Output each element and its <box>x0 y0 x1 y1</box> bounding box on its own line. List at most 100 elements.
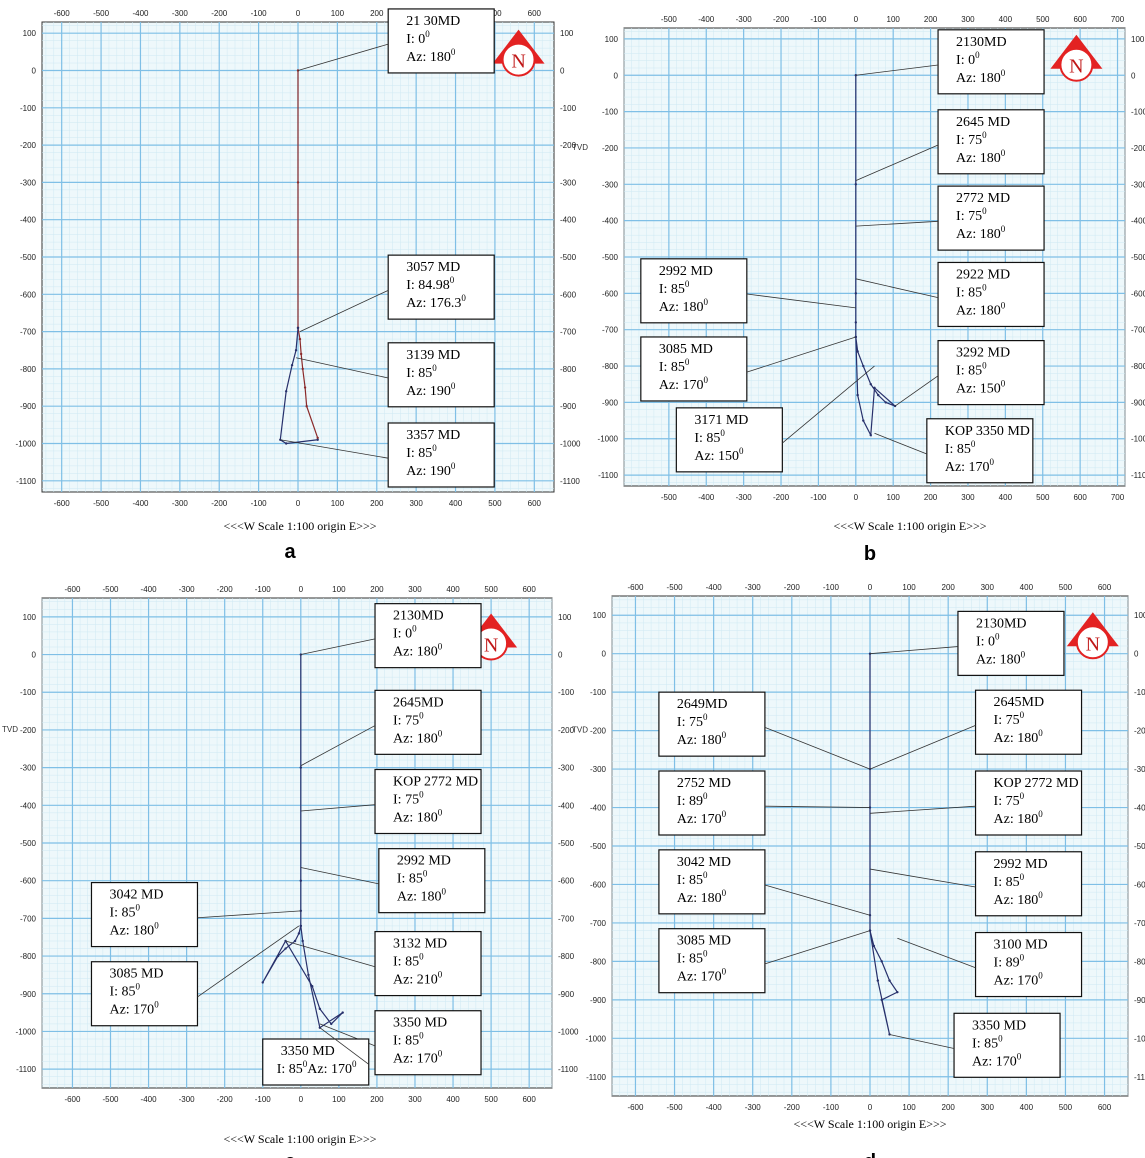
annotation-leader <box>855 64 939 76</box>
annotation-box: 3085 MDI: 850Az: 1700 <box>90 925 300 1027</box>
x-tick-label-top: -200 <box>784 583 801 592</box>
annotation-box: 3085 MDI: 850Az: 1700 <box>658 928 871 994</box>
annotation-md: 3171 MD <box>694 413 748 428</box>
y-tick-label-left: -400 <box>590 804 607 813</box>
annotation-inclination: I: 750 <box>677 712 708 730</box>
annotation-inclination: I: 00 <box>393 624 417 642</box>
y-tick-label-right: -300 <box>1134 765 1145 774</box>
x-tick-label-top: 200 <box>942 583 956 592</box>
x-tick-label-top: 600 <box>1098 583 1112 592</box>
annotation-box: 3350 MDI: 850Az: 1700 <box>889 1012 1061 1078</box>
y-tick-label-right: -900 <box>1131 398 1145 407</box>
x-tick-label-top: 300 <box>408 585 422 594</box>
well-path-point <box>318 1007 322 1011</box>
annotation-frame <box>90 881 199 948</box>
x-tick-label-bottom: 200 <box>370 1095 384 1104</box>
x-tick-label-top: 500 <box>1059 583 1073 592</box>
x-tick-label-top: -100 <box>823 583 840 592</box>
annotation-frame <box>387 8 495 74</box>
annotation-md: 2772 MD <box>956 191 1010 206</box>
annotation-md: 3139 MD <box>406 348 460 363</box>
well-path-point <box>869 383 872 386</box>
well-path-point <box>316 438 319 441</box>
y-tick-label-left: -900 <box>20 402 37 411</box>
y-tick-label-left: 100 <box>593 611 607 620</box>
well-path-point <box>299 909 303 913</box>
annotation-frame <box>387 422 495 488</box>
y-tick-label-left: -300 <box>590 765 607 774</box>
x-tick-label-top: 300 <box>981 583 995 592</box>
annotation-azimuth: Az: 1800 <box>659 297 709 315</box>
annotation-inclination: I: 750 <box>393 710 424 728</box>
y-tick-label-right: -400 <box>1131 217 1145 226</box>
annotation-md: 3350 MD <box>972 1018 1026 1033</box>
x-tick-label-top: 600 <box>522 585 536 594</box>
x-tick-label-bottom: -300 <box>745 1103 762 1112</box>
annotation-azimuth: Az: 1700 <box>109 1000 159 1018</box>
y-tick-label-right: -200 <box>558 726 575 735</box>
annotation-md: 2992 MD <box>397 854 451 869</box>
x-tick-label-top: 200 <box>924 15 938 24</box>
annotation-frame <box>974 689 1083 755</box>
x-tick-label-bottom: 300 <box>408 1095 422 1104</box>
y-tick-label-left: 0 <box>602 650 607 659</box>
well-path-point <box>869 433 872 437</box>
annotation-azimuth: Az: 1900 <box>406 381 456 399</box>
well-path-point <box>854 292 858 295</box>
annotation-box: KOP 3350 MDI: 850Az: 1700 <box>874 418 1034 484</box>
x-tick-label-top: -400 <box>698 15 715 24</box>
well-path-point <box>307 973 310 977</box>
annotation-frame <box>974 931 1083 998</box>
annotation-inclination: I: 850 <box>956 282 987 300</box>
y-tick-label-left: -200 <box>602 144 619 153</box>
x-tick-label-top: 100 <box>332 585 346 594</box>
annotation-frame <box>937 29 1045 95</box>
x-tick-label-bottom: 500 <box>488 499 502 508</box>
annotation-azimuth: Az: 1700 <box>945 457 995 475</box>
annotation-md: 2645MD <box>994 695 1045 710</box>
y-tick-label-right: 100 <box>1134 611 1145 620</box>
annotation-md: 3350 MD <box>393 1016 447 1031</box>
panel-label: d <box>864 1151 876 1158</box>
x-tick-label-top: 200 <box>370 9 384 18</box>
x-tick-label-top: -500 <box>661 15 678 24</box>
annotation-azimuth: Az: 1800 <box>397 887 447 905</box>
x-axis-caption: <<<W Scale 1:100 origin E>>> <box>223 519 376 533</box>
annotation-box: 3350 MDI: 850Az: 1700 <box>319 1010 482 1076</box>
y-tick-label-right: 0 <box>1134 650 1139 659</box>
annotation-inclination: I: 850 <box>393 1031 424 1049</box>
annotation-box: 3042 MDI: 850Az: 1800 <box>658 849 871 916</box>
annotation-md: KOP 2772 MD <box>994 776 1079 791</box>
x-tick-label-bottom: 400 <box>1020 1103 1034 1112</box>
annotation-frame <box>937 340 1045 406</box>
well-path-point <box>284 442 288 445</box>
annotation-md: 3132 MD <box>393 937 447 952</box>
y-tick-label-right: -700 <box>558 914 575 923</box>
y-tick-label-left: -600 <box>590 880 607 889</box>
annotation-leader <box>319 1027 369 1065</box>
x-tick-label-bottom: -200 <box>784 1103 801 1112</box>
y-tick-label-right: -700 <box>1134 919 1145 928</box>
y-tick-label-left: 0 <box>614 71 619 80</box>
annotation-md: 2645 MD <box>956 115 1010 130</box>
well-path-point <box>884 401 887 404</box>
y-tick-label-left: 0 <box>32 66 37 75</box>
annotation-md: 2992 MD <box>659 264 713 279</box>
annotation-leader <box>300 725 376 767</box>
annotation-frame <box>378 848 486 914</box>
annotation-leader <box>855 278 939 299</box>
tvd-label: TVD <box>572 726 588 735</box>
x-tick-label-bottom: 500 <box>1059 1103 1073 1112</box>
annotation-frame <box>937 185 1045 251</box>
y-tick-label-left: -300 <box>20 178 37 187</box>
y-tick-label-right: -200 <box>1134 727 1145 736</box>
x-tick-label-top: 400 <box>446 585 460 594</box>
y-tick-label-right: -1100 <box>560 477 580 486</box>
north-label: N <box>511 51 525 73</box>
north-arrow-icon: N <box>1066 612 1119 660</box>
annotation-inclination: I: 850 <box>694 428 725 446</box>
y-tick-label-right: -300 <box>1131 180 1145 189</box>
y-tick-label-right: 0 <box>560 66 565 75</box>
annotation-frame <box>387 254 495 320</box>
